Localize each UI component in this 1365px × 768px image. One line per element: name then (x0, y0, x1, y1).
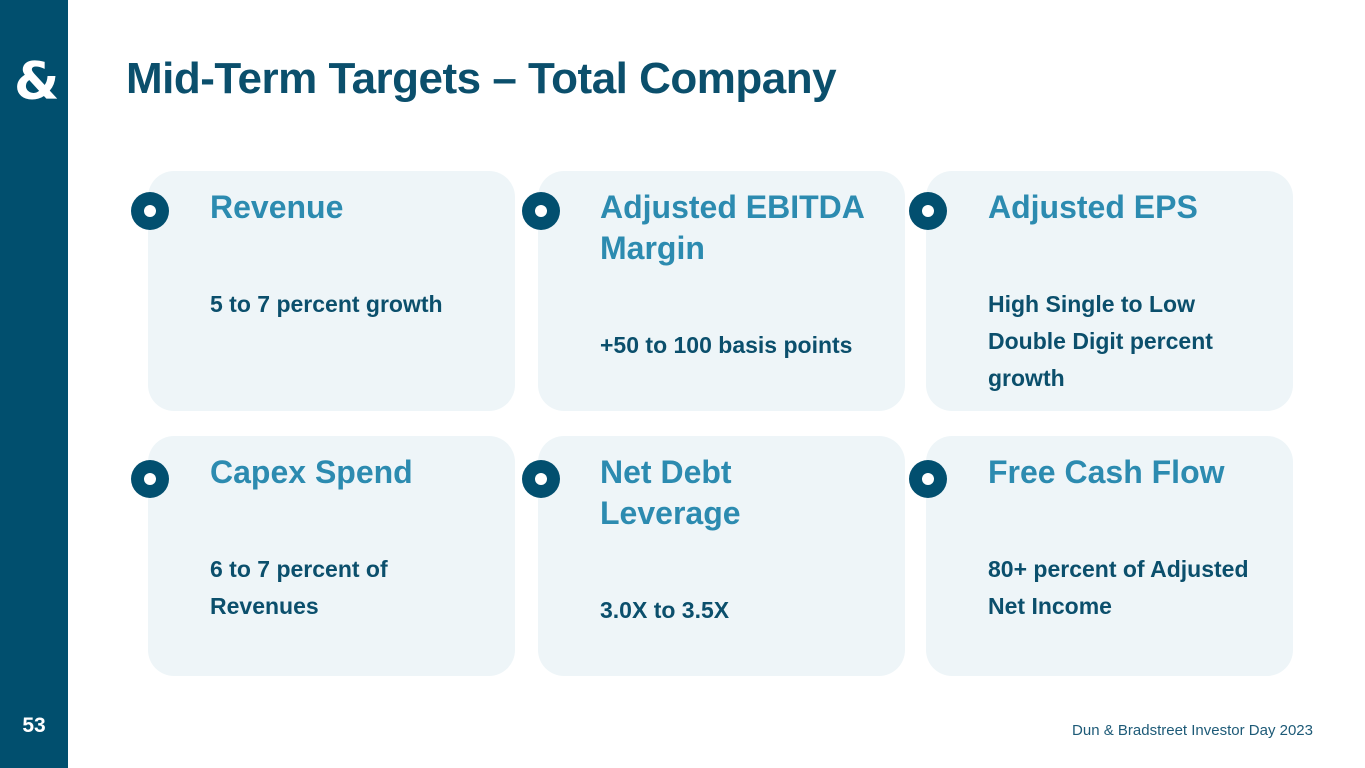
target-card-capex: Capex Spend 6 to 7 percent of Revenues (131, 436, 515, 676)
target-card-free-cash-flow: Free Cash Flow 80+ percent of Adjusted N… (909, 436, 1293, 676)
bullet-icon (909, 192, 947, 230)
target-card-net-debt-leverage: Net Debt Leverage 3.0X to 3.5X (522, 436, 905, 676)
card-heading: Free Cash Flow (988, 454, 1225, 490)
bullet-icon (131, 460, 169, 498)
target-card-revenue: Revenue 5 to 7 percent growth (131, 171, 515, 411)
page-title: Mid-Term Targets – Total Company (126, 54, 837, 103)
card-value: 6 to 7 percent of Revenues (210, 556, 388, 619)
page-number: 53 (22, 714, 46, 737)
card-heading: Net Debt Leverage (600, 454, 741, 531)
bullet-icon (522, 460, 560, 498)
card-heading: Adjusted EBITDA Margin (600, 189, 864, 266)
bullet-icon (522, 192, 560, 230)
footer-text: Dun & Bradstreet Investor Day 2023 (1072, 722, 1313, 739)
target-card-adjusted-eps: Adjusted EPS High Single to Low Double D… (909, 171, 1293, 411)
card-heading: Capex Spend (210, 454, 413, 490)
card-value: 3.0X to 3.5X (600, 597, 730, 623)
ampersand-logo-icon: & (14, 52, 60, 112)
card-heading: Adjusted EPS (988, 189, 1198, 225)
card-value: 80+ percent of Adjusted Net Income (988, 556, 1249, 619)
bullet-icon (909, 460, 947, 498)
bullet-icon (131, 192, 169, 230)
card-value: +50 to 100 basis points (600, 332, 853, 358)
card-heading: Revenue (210, 189, 344, 225)
target-card-ebitda-margin: Adjusted EBITDA Margin +50 to 100 basis … (522, 171, 905, 411)
sidebar: & 53 (0, 0, 68, 768)
card-value: 5 to 7 percent growth (210, 291, 443, 317)
card-value: High Single to Low Double Digit percent … (988, 291, 1213, 391)
